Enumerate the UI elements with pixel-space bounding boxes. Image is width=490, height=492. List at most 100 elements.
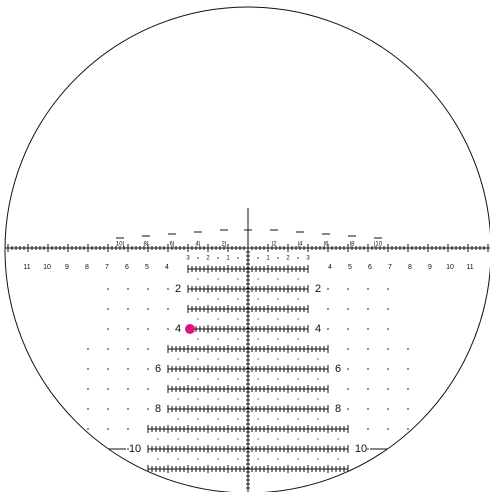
dot: [147, 328, 149, 330]
half-dot: [277, 458, 279, 460]
dot: [347, 368, 349, 370]
dot: [147, 388, 149, 390]
scale-label: 10: [43, 264, 51, 271]
half-dot: [297, 378, 299, 380]
dot: [127, 428, 129, 430]
half-dot: [217, 378, 219, 380]
dot: [387, 308, 389, 310]
row-label: 10: [355, 443, 367, 455]
scale-label: 6: [125, 264, 129, 271]
half-dot: [237, 278, 239, 280]
scale-label: 7: [105, 264, 109, 271]
dot: [107, 388, 109, 390]
half-dot: [197, 458, 199, 460]
upper-label: |10: [374, 242, 383, 248]
dot: [347, 328, 349, 330]
dot: [327, 308, 329, 310]
upper-label: 6|: [170, 242, 175, 248]
half-dot: [177, 378, 179, 380]
dot: [387, 288, 389, 290]
dot: [127, 408, 129, 410]
half-dot: [177, 398, 179, 400]
scale-label: 8: [408, 264, 412, 271]
dot: [107, 328, 109, 330]
dot: [107, 368, 109, 370]
dot: [387, 328, 389, 330]
half-dot: [197, 398, 199, 400]
half-dot: [197, 278, 199, 280]
near-label: 2: [286, 256, 290, 262]
dot: [107, 288, 109, 290]
half-dot: [297, 358, 299, 360]
half-dot: [297, 458, 299, 460]
scale-label: 4: [165, 264, 169, 271]
dot: [107, 428, 109, 430]
dot: [87, 408, 89, 410]
half-dot: [237, 418, 239, 420]
dot: [167, 308, 169, 310]
row-label: 6: [155, 363, 161, 375]
dot: [367, 388, 369, 390]
dot: [197, 257, 199, 259]
dot: [107, 408, 109, 410]
half-dot: [237, 398, 239, 400]
half-dot: [277, 338, 279, 340]
row-label: 2: [315, 283, 321, 295]
dot: [147, 308, 149, 310]
dot: [277, 257, 279, 259]
dot: [387, 408, 389, 410]
scale-label: 4: [328, 264, 332, 271]
dot: [147, 288, 149, 290]
dot: [367, 368, 369, 370]
dot: [387, 428, 389, 430]
dot: [167, 288, 169, 290]
dot: [127, 328, 129, 330]
dot: [127, 348, 129, 350]
marker-dot: [185, 324, 195, 334]
scale-label: 10: [446, 264, 454, 271]
half-dot: [197, 358, 199, 360]
dot: [407, 388, 409, 390]
row-label: 8: [335, 403, 341, 415]
dot: [327, 328, 329, 330]
half-dot: [317, 358, 319, 360]
scope-circle: [4, 6, 490, 492]
half-dot: [297, 438, 299, 440]
dot: [127, 308, 129, 310]
half-dot: [197, 318, 199, 320]
half-dot: [317, 398, 319, 400]
half-dot: [217, 458, 219, 460]
dot: [367, 328, 369, 330]
half-dot: [277, 318, 279, 320]
half-dot: [197, 418, 199, 420]
half-dot: [297, 278, 299, 280]
dot: [327, 288, 329, 290]
scale-label: 11: [466, 264, 473, 271]
half-dot: [237, 298, 239, 300]
near-label: 1: [226, 256, 230, 262]
dot: [407, 408, 409, 410]
scale-label: 7: [388, 264, 392, 271]
dot: [167, 328, 169, 330]
dot: [407, 368, 409, 370]
upper-label: 8|: [144, 242, 149, 248]
dot: [107, 348, 109, 350]
half-dot: [297, 398, 299, 400]
scale-label: 9: [428, 264, 432, 271]
half-dot: [277, 378, 279, 380]
half-dot: [257, 458, 259, 460]
half-dot: [337, 438, 339, 440]
dot: [367, 348, 369, 350]
half-dot: [217, 398, 219, 400]
half-dot: [257, 338, 259, 340]
upper-label: |4: [298, 242, 304, 248]
half-dot: [257, 438, 259, 440]
dot: [367, 448, 369, 450]
half-dot: [217, 338, 219, 340]
dot: [147, 368, 149, 370]
upper-label: 2|: [222, 242, 227, 248]
half-dot: [197, 438, 199, 440]
half-dot: [257, 278, 259, 280]
half-dot: [277, 438, 279, 440]
